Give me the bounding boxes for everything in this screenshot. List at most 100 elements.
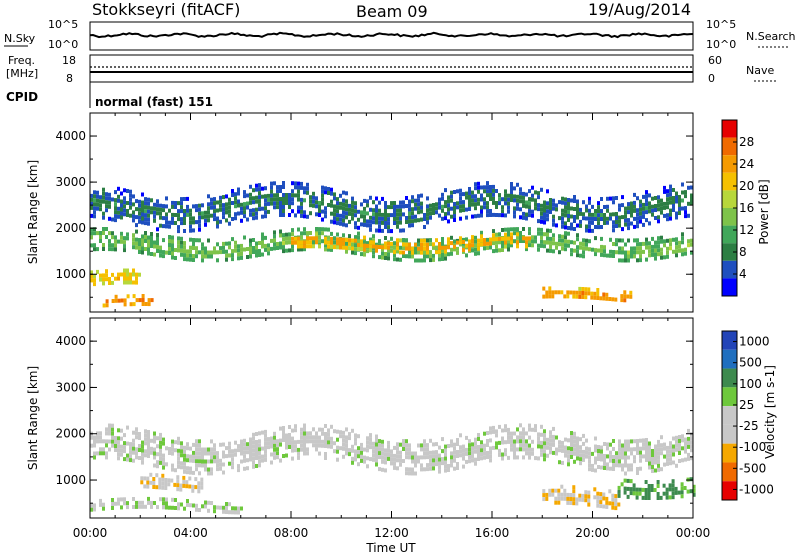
heatmap-cell xyxy=(501,213,504,218)
heatmap-cell xyxy=(546,209,549,214)
heatmap-cell xyxy=(249,238,252,243)
heatmap-cell xyxy=(345,199,348,204)
heatmap-cell xyxy=(579,449,582,454)
heatmap-cell xyxy=(306,439,309,444)
heatmap-cell xyxy=(171,212,174,217)
heatmap-cell xyxy=(288,193,291,197)
heatmap-cell xyxy=(621,258,624,263)
heatmap-cell xyxy=(438,205,441,210)
heatmap-cell xyxy=(225,257,228,262)
heatmap-cell xyxy=(195,443,198,448)
heatmap-cell xyxy=(348,207,351,212)
heatmap-cell xyxy=(282,181,285,185)
heatmap-cell xyxy=(369,215,372,220)
heatmap-cell xyxy=(200,477,204,482)
heatmap-cell xyxy=(549,240,552,245)
heatmap-cell xyxy=(114,440,117,444)
heatmap-cell xyxy=(129,454,132,459)
heatmap-cell xyxy=(597,225,600,230)
cpid-label: CPID xyxy=(6,90,38,104)
heatmap-cell xyxy=(396,466,399,471)
heatmap-cell xyxy=(495,441,498,446)
heatmap-cell xyxy=(246,458,249,463)
heatmap-cell xyxy=(573,459,576,464)
heatmap-cell xyxy=(246,255,249,259)
heatmap-cell xyxy=(93,455,96,460)
heatmap-cell xyxy=(252,440,255,445)
heatmap-cell xyxy=(573,207,576,211)
heatmap-cell xyxy=(210,459,213,464)
heatmap-cell xyxy=(513,194,516,199)
heatmap-cell xyxy=(657,207,660,212)
heatmap-cell xyxy=(176,475,180,480)
heatmap-cell xyxy=(135,223,138,228)
heatmap-cell xyxy=(560,290,564,295)
heatmap-cell xyxy=(405,471,408,476)
heatmap-cell xyxy=(228,245,231,250)
heatmap-cell xyxy=(120,436,123,441)
heatmap-cell xyxy=(99,502,102,507)
heatmap-cell xyxy=(282,237,285,242)
heatmap-cell xyxy=(225,202,228,207)
heatmap-cell xyxy=(684,206,687,211)
heatmap-cell xyxy=(285,193,288,197)
heatmap-cell xyxy=(486,209,489,214)
heatmap-cell xyxy=(363,210,366,215)
heatmap-cell xyxy=(609,458,612,463)
heatmap-cell xyxy=(393,221,396,225)
heatmap-cell xyxy=(447,211,450,216)
heatmap-cell xyxy=(240,506,243,511)
heatmap-cell xyxy=(303,210,306,215)
heatmap-cell xyxy=(213,509,216,514)
heatmap-cell xyxy=(447,203,450,208)
heatmap-cell xyxy=(687,243,690,248)
heatmap-cell xyxy=(159,452,162,457)
heatmap-cell xyxy=(108,247,111,252)
heatmap-cell xyxy=(93,278,96,283)
heatmap-cell xyxy=(477,185,480,190)
heatmap-cell xyxy=(627,258,630,263)
heatmap-cell xyxy=(396,216,399,221)
heatmap-cell xyxy=(186,212,189,217)
heatmap-cell xyxy=(572,489,576,494)
heatmap-cell xyxy=(255,456,258,460)
heatmap-cell xyxy=(285,201,288,205)
heatmap-cell xyxy=(549,248,552,253)
heatmap-cell xyxy=(582,242,585,247)
heatmap-cell xyxy=(363,222,366,227)
heatmap-cell xyxy=(255,215,258,220)
heatmap-cell xyxy=(456,442,459,446)
heatmap-cell xyxy=(690,448,693,453)
heatmap-cell xyxy=(474,198,477,203)
heatmap-cell xyxy=(228,241,231,246)
heatmap-cell xyxy=(255,440,258,444)
heatmap-cell xyxy=(516,240,519,245)
heatmap-cell xyxy=(678,435,681,439)
heatmap-cell xyxy=(108,196,111,201)
heatmap-cell xyxy=(345,443,348,448)
heatmap-cell xyxy=(258,249,261,253)
heatmap-cell xyxy=(555,203,558,208)
heatmap-cell xyxy=(624,210,627,215)
heatmap-cell xyxy=(690,444,693,449)
heatmap-cell xyxy=(627,218,630,223)
heatmap-cell xyxy=(618,223,621,228)
heatmap-cell xyxy=(624,463,627,468)
heatmap-cell xyxy=(384,452,387,457)
heatmap-cell xyxy=(195,463,198,468)
heatmap-cell xyxy=(138,448,141,452)
colorbar-tick-label: 12 xyxy=(739,223,754,237)
heatmap-cell xyxy=(354,247,357,252)
heatmap-cell xyxy=(108,192,111,197)
heatmap-cell xyxy=(528,231,531,236)
heatmap-cell xyxy=(522,195,525,200)
heatmap-cell xyxy=(639,203,642,208)
heatmap-cell xyxy=(384,245,387,250)
heatmap-cell xyxy=(159,497,162,502)
heatmap-cell xyxy=(114,298,118,303)
heatmap-cell xyxy=(572,493,576,498)
heatmap-cell xyxy=(567,206,570,210)
heatmap-cell xyxy=(522,239,525,243)
heatmap-cell xyxy=(540,243,543,248)
heatmap-cell xyxy=(216,451,219,456)
